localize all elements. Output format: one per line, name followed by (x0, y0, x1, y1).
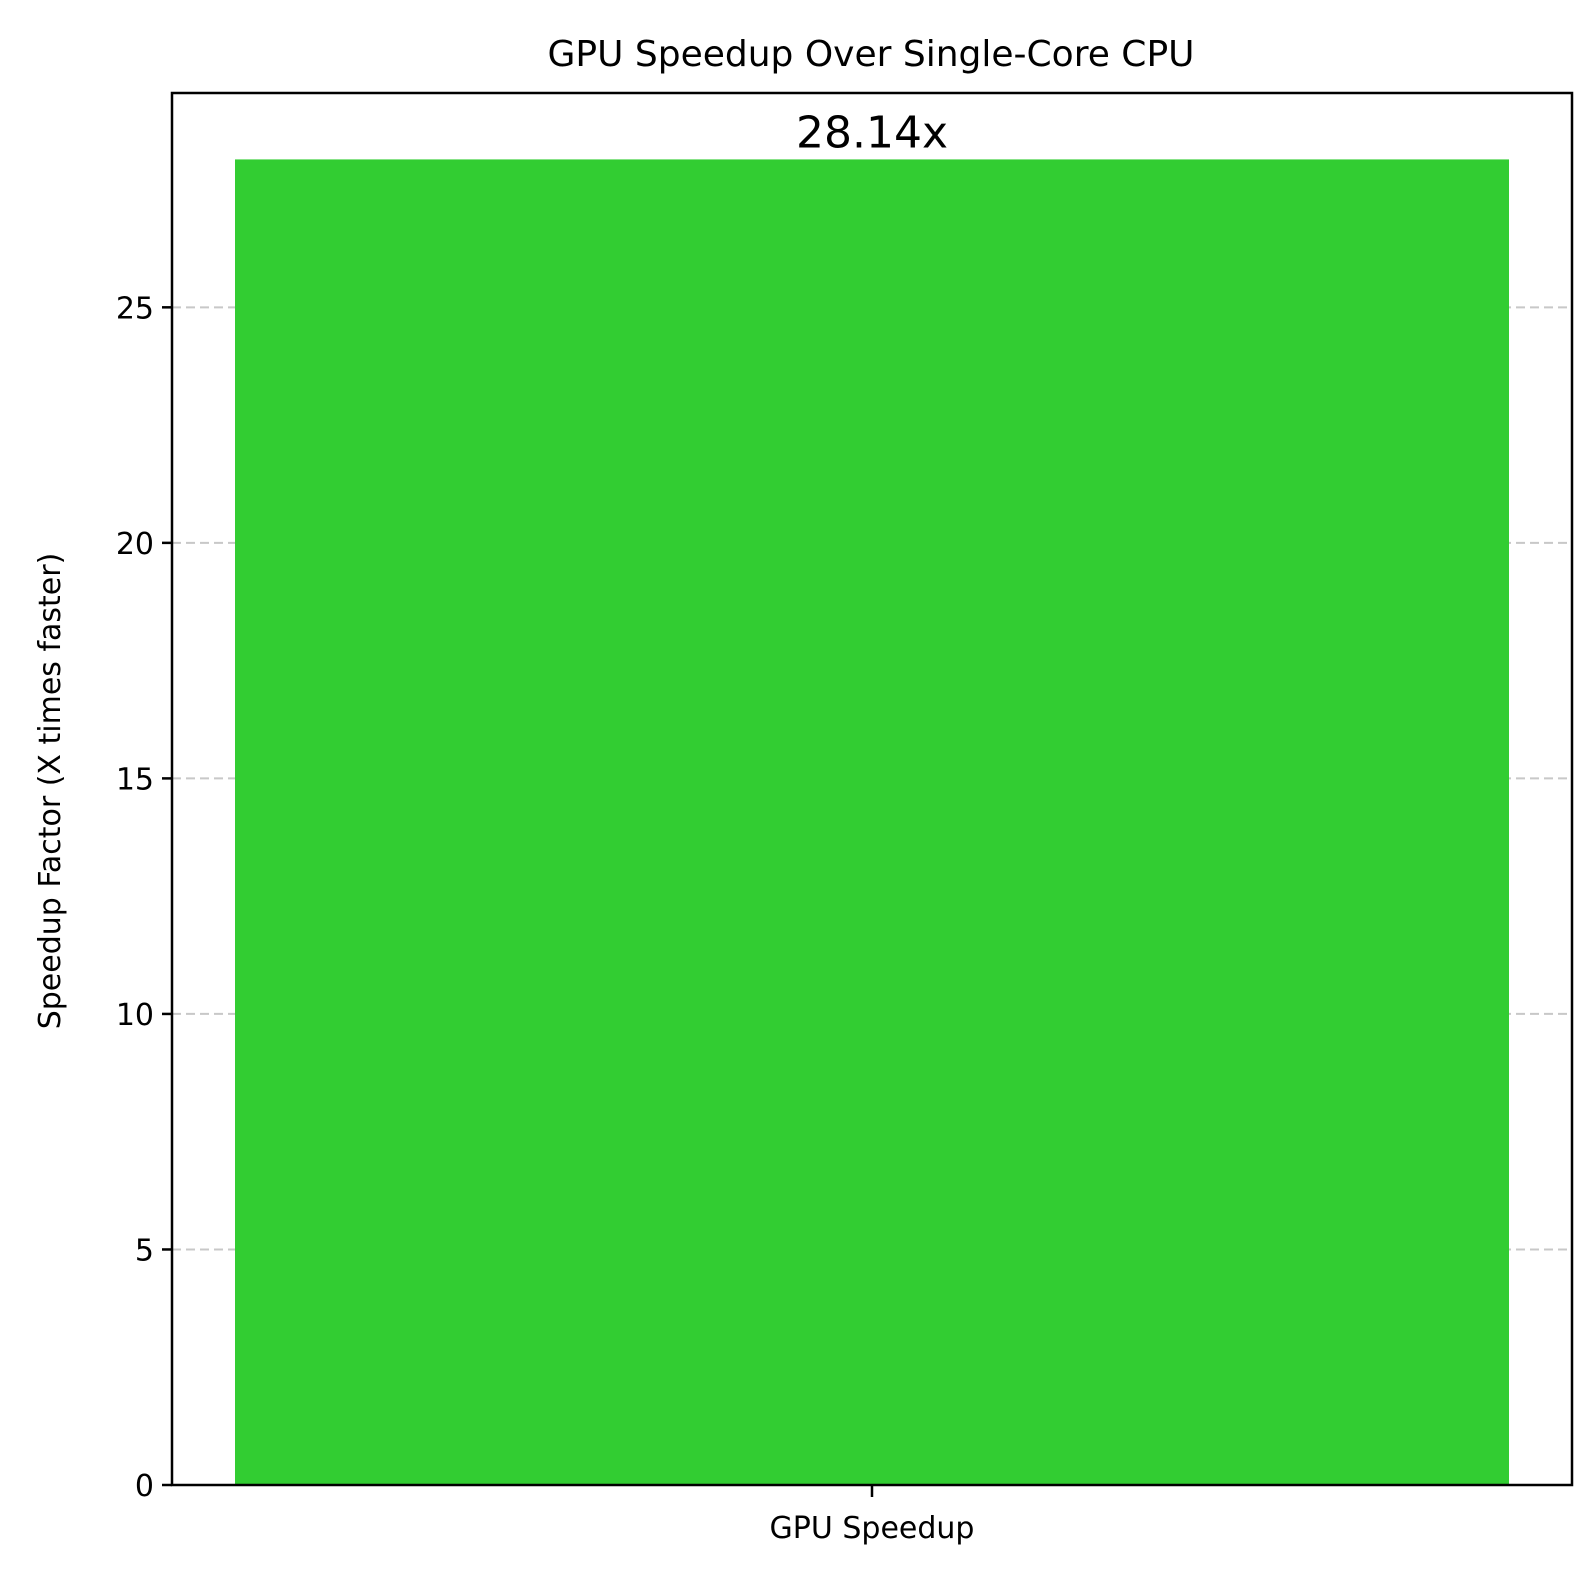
axis-ticks: 0 5 10 15 20 25 GPU Speedup (116, 291, 975, 1546)
y-tick-label-5: 25 (116, 291, 154, 326)
chart-title: GPU Speedup Over Single-Core CPU (547, 34, 1194, 75)
bar-0 (235, 159, 1509, 1486)
y-axis-label: Speedup Factor (X times faster) (33, 553, 68, 1030)
bars (235, 159, 1509, 1486)
y-tick-label-2: 10 (116, 998, 154, 1033)
x-tick-label-0: GPU Speedup (770, 1511, 975, 1546)
bar-value-label-0: 28.14x (796, 107, 948, 158)
y-tick-label-0: 0 (135, 1469, 154, 1504)
y-tick-label-3: 15 (116, 762, 154, 797)
y-tick-label-1: 5 (135, 1233, 154, 1268)
y-tick-label-4: 20 (116, 527, 154, 562)
data-labels: 28.14x (796, 107, 948, 158)
